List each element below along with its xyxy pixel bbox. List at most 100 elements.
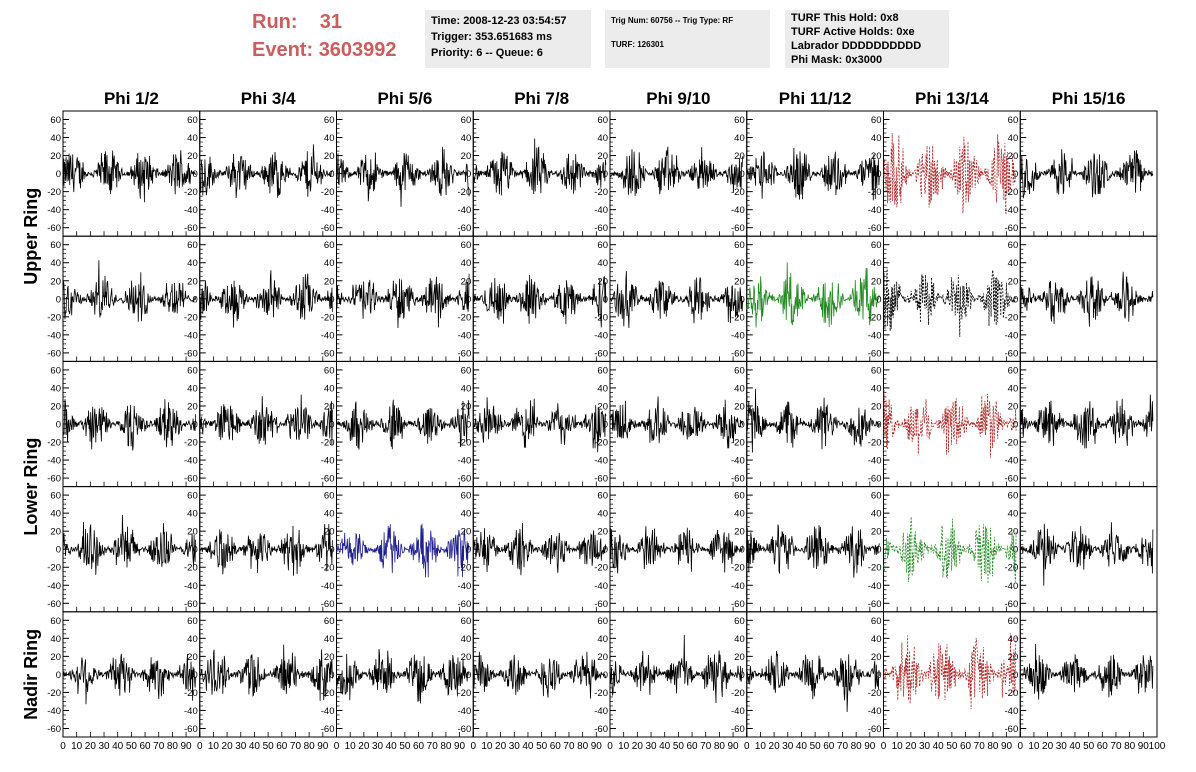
y-tick-label: 20: [1008, 401, 1019, 412]
y-tick-label: 40: [1008, 509, 1019, 520]
y-tick-label: -60: [594, 724, 608, 735]
y-tick-label: 0: [329, 169, 334, 180]
y-tick-label: 20: [597, 401, 608, 412]
y-tick-label: 0: [192, 169, 197, 180]
y-tick-label: -40: [184, 330, 198, 341]
y-tick-label: -40: [868, 330, 882, 341]
y-tick-label: -60: [321, 223, 335, 234]
y-tick-label: 60: [734, 240, 745, 251]
waveform-trace: [609, 271, 743, 329]
x-tick-label: 20: [769, 741, 781, 752]
y-tick-label: -60: [868, 724, 882, 735]
x-tick-label: 0: [197, 741, 203, 752]
y-tick-label: 40: [597, 383, 608, 394]
y-tick-label: -20: [458, 187, 472, 198]
y-tick-label: 60: [871, 616, 882, 627]
y-tick-label: 40: [597, 634, 608, 645]
waveform-trace: [199, 644, 333, 701]
x-tick-label: 50: [399, 741, 411, 752]
y-tick-label: 0: [603, 169, 608, 180]
y-tick-label: -40: [184, 706, 198, 717]
y-tick-label: -40: [47, 205, 61, 216]
waveform-trace: [609, 146, 743, 197]
y-tick-label: -60: [184, 724, 198, 735]
y-tick-label: 40: [187, 634, 198, 645]
y-tick-label: 0: [329, 670, 334, 681]
y-tick-label: 0: [603, 670, 608, 681]
column-title: Phi 5/6: [377, 89, 432, 108]
y-tick-label: 60: [871, 365, 882, 376]
event-label: Event:: [252, 39, 314, 61]
y-tick-label: 0: [876, 169, 881, 180]
y-tick-label: -60: [731, 474, 745, 485]
waveform-trace: [472, 651, 607, 699]
y-tick-label: 20: [871, 401, 882, 412]
y-tick-label: -20: [47, 438, 61, 449]
time-info-box: Time: 2008-12-23 03:54:57 Trigger: 353.6…: [425, 10, 591, 68]
y-tick-label: 40: [1008, 383, 1019, 394]
x-tick-label: 20: [358, 741, 370, 752]
x-tick-label: 20: [495, 741, 507, 752]
y-tick-label: 20: [50, 527, 61, 538]
y-tick-label: 20: [324, 151, 335, 162]
y-tick-label: -60: [458, 474, 472, 485]
waveform-trace: [472, 274, 607, 328]
row-group-label: Upper Ring: [21, 188, 41, 285]
y-tick-label: 60: [187, 616, 198, 627]
y-tick-label: 40: [1008, 634, 1019, 645]
y-tick-label: -20: [594, 187, 608, 198]
y-tick-label: -20: [594, 438, 608, 449]
y-tick-label: -40: [594, 205, 608, 216]
waveform-trace: [199, 144, 333, 199]
y-tick-label: -40: [458, 456, 472, 467]
run-row: Run: 31: [252, 8, 397, 36]
y-tick-label: -40: [47, 330, 61, 341]
x-tick-label: 80: [577, 741, 589, 752]
x-tick-label: 80: [167, 741, 179, 752]
x-tick-label: 40: [1069, 741, 1081, 752]
y-tick-label: -20: [594, 563, 608, 574]
y-tick-label: 40: [461, 258, 472, 269]
y-tick-label: -20: [594, 312, 608, 323]
y-tick-label: -20: [47, 563, 61, 574]
y-tick-label: 40: [734, 383, 745, 394]
y-tick-label: 60: [597, 365, 608, 376]
y-tick-label: 60: [734, 115, 745, 126]
y-tick-label: 0: [192, 670, 197, 681]
y-tick-label: 20: [324, 652, 335, 663]
y-tick-label: 60: [324, 365, 335, 376]
y-tick-label: 40: [734, 133, 745, 144]
waveform-trace: [1019, 271, 1154, 327]
y-tick-label: -40: [1005, 330, 1019, 341]
y-tick-label: 40: [461, 509, 472, 520]
y-tick-label: -40: [594, 706, 608, 717]
y-tick-label: -60: [731, 348, 745, 359]
y-tick-label: 20: [461, 401, 472, 412]
column-title: Phi 3/4: [241, 89, 296, 108]
waveform-trace: [746, 651, 880, 713]
column-title: Phi 15/16: [1052, 89, 1126, 108]
y-tick-label: -60: [1005, 474, 1019, 485]
y-tick-label: -20: [458, 312, 472, 323]
y-tick-label: -20: [1005, 563, 1019, 574]
x-tick-label: 30: [919, 741, 931, 752]
y-tick-label: 20: [1008, 151, 1019, 162]
y-tick-label: 40: [734, 634, 745, 645]
y-tick-label: 0: [739, 420, 744, 431]
x-tick-label: 50: [263, 741, 275, 752]
x-tick-label: 80: [851, 741, 863, 752]
y-tick-label: -40: [321, 330, 335, 341]
y-tick-label: -40: [321, 205, 335, 216]
y-tick-label: -40: [868, 581, 882, 592]
y-tick-label: 0: [56, 294, 61, 305]
waveform-trace: [1019, 394, 1154, 449]
x-tick-label: 90: [591, 741, 603, 752]
x-tick-label: 70: [427, 741, 439, 752]
y-tick-label: -20: [184, 312, 198, 323]
y-tick-label: -20: [868, 312, 882, 323]
trigger-info-box: Trig Num: 60756 -- Trig Type: RF TURF: 1…: [605, 10, 770, 68]
y-tick-label: 0: [192, 420, 197, 431]
y-tick-label: -20: [1005, 312, 1019, 323]
y-tick-label: 0: [56, 545, 61, 556]
